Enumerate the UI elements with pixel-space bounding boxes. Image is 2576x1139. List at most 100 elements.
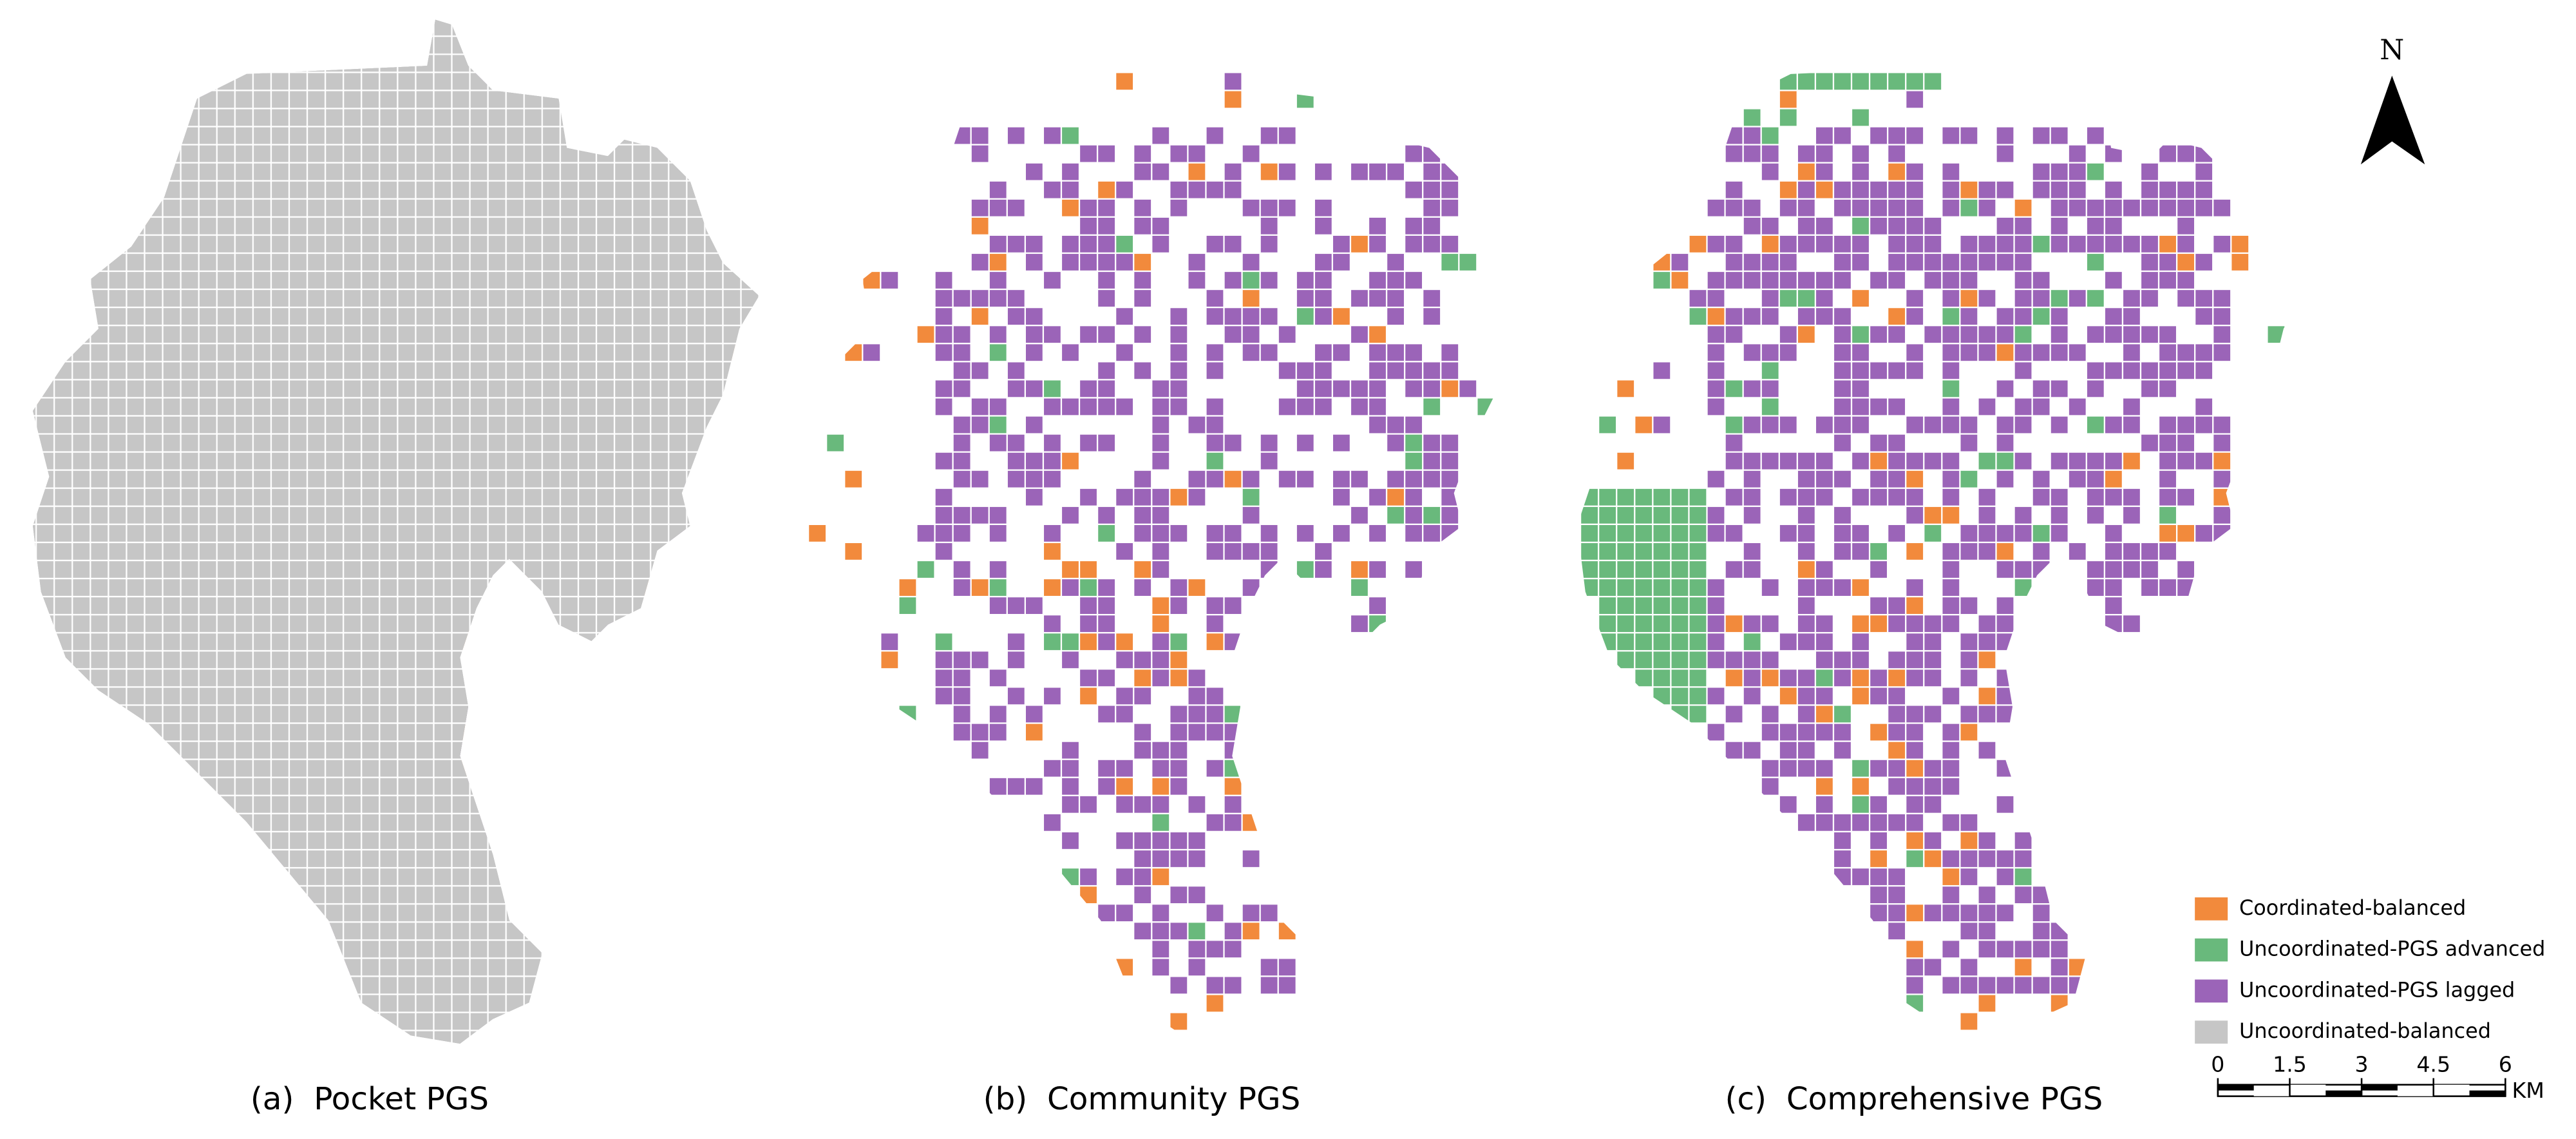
grid-cell [2159, 506, 2176, 524]
grid-cell [1834, 669, 1851, 687]
grid-cell [1852, 488, 1869, 506]
grid-cell [1779, 181, 1797, 198]
grid-cell [1278, 199, 1296, 216]
grid-cell [1725, 272, 1743, 289]
grid-cell [1653, 579, 1671, 596]
grid-cell [1888, 272, 1906, 289]
grid-cell [989, 705, 1007, 723]
grid-cell [1314, 362, 1332, 379]
grid-cell [1870, 326, 1887, 343]
grid-cell [1369, 217, 1386, 235]
grid-cell [1924, 959, 1942, 976]
grid-cell [1725, 705, 1743, 723]
grid-cell [1906, 579, 1924, 596]
grid-cell [1599, 543, 1616, 560]
grid-cell [1743, 272, 1761, 289]
grid-cell [1025, 705, 1043, 723]
grid-cell [1170, 923, 1188, 940]
grid-cell [2050, 217, 2068, 235]
grid-cell [2159, 344, 2176, 361]
grid-cell [1170, 308, 1188, 325]
grid-cell [2213, 452, 2231, 470]
grid-cell [2050, 923, 2068, 940]
grid-cell [845, 344, 862, 361]
grid-cell [971, 362, 989, 379]
grid-cell [1405, 416, 1423, 434]
grid-cell [1743, 651, 1761, 669]
grid-cell [1743, 615, 1761, 633]
grid-cell [1816, 217, 1833, 235]
grid-cell [2014, 199, 2032, 216]
grid-cell [1671, 579, 1689, 596]
grid-cell [1870, 488, 1887, 506]
grid-cell [1314, 398, 1332, 416]
grid-cell [1314, 272, 1332, 289]
grid-cell [1170, 145, 1188, 162]
grid-cell [1689, 308, 1707, 325]
grid-cell [1852, 416, 1869, 434]
grid-cell [1996, 941, 2014, 958]
grid-cell [2050, 524, 2068, 542]
grid-cell [2014, 254, 2032, 271]
grid-cell [1134, 850, 1151, 867]
grid-cell [1906, 941, 1924, 958]
grid-cell [2069, 236, 2086, 253]
scale-label: 1.5 [2273, 1051, 2307, 1077]
grid-cell [1978, 543, 1996, 560]
grid-cell [1743, 380, 1761, 397]
grid-cell [1779, 723, 1797, 741]
grid-cell [2032, 236, 2050, 253]
grid-cell [1797, 308, 1815, 325]
grid-cell [1707, 615, 1725, 633]
grid-cell [1888, 778, 1906, 795]
grid-cell [1942, 326, 1960, 343]
grid-cell [2195, 308, 2213, 325]
grid-cell [2069, 181, 2086, 198]
grid-cell [989, 506, 1007, 524]
grid-cell [1725, 308, 1743, 325]
grid-cell [1581, 543, 1598, 560]
scale-bar-segment [2289, 1084, 2326, 1091]
grid-cell [1816, 760, 1833, 777]
grid-cell [2123, 290, 2140, 307]
grid-cell [1351, 506, 1368, 524]
grid-cell [1635, 615, 1653, 633]
grid-cell [2159, 236, 2176, 253]
grid-cell [1170, 886, 1188, 903]
grid-cell [2177, 145, 2195, 162]
grid-cell [1007, 362, 1025, 379]
grid-cell [1044, 181, 1061, 198]
grid-cell [953, 524, 971, 542]
grid-cell [1152, 905, 1170, 922]
grid-cell [1044, 579, 1061, 596]
grid-cell [1387, 344, 1404, 361]
grid-cell [1797, 705, 1815, 723]
grid-cell [1942, 127, 1960, 144]
grid-cell [1906, 633, 1924, 651]
grid-cell [2032, 905, 2050, 922]
grid-cell [2087, 416, 2104, 434]
grid-cell [989, 434, 1007, 452]
grid-cell [1996, 308, 2014, 325]
grid-cell [1459, 254, 1477, 271]
grid-cell [1369, 236, 1386, 253]
grid-cell [2213, 470, 2231, 488]
grid-cell [1671, 272, 1689, 289]
grid-cell [1924, 217, 1942, 235]
grid-cell [1314, 561, 1332, 578]
grid-cell [1441, 236, 1459, 253]
grid-cell [1942, 506, 1960, 524]
grid-cell [1797, 181, 1815, 198]
grid-cell [1116, 543, 1133, 560]
grid-cell [1942, 778, 1960, 795]
grid-cell [1062, 651, 1079, 669]
grid-cell [1152, 923, 1170, 940]
grid-cell [935, 488, 952, 506]
grid-cell [1441, 362, 1459, 379]
grid-cell [1852, 452, 1869, 470]
grid-cell [1779, 236, 1797, 253]
grid-cell [1960, 524, 1978, 542]
grid-cell [1405, 524, 1423, 542]
grid-cell [1671, 488, 1689, 506]
grid-cell [1170, 362, 1188, 379]
